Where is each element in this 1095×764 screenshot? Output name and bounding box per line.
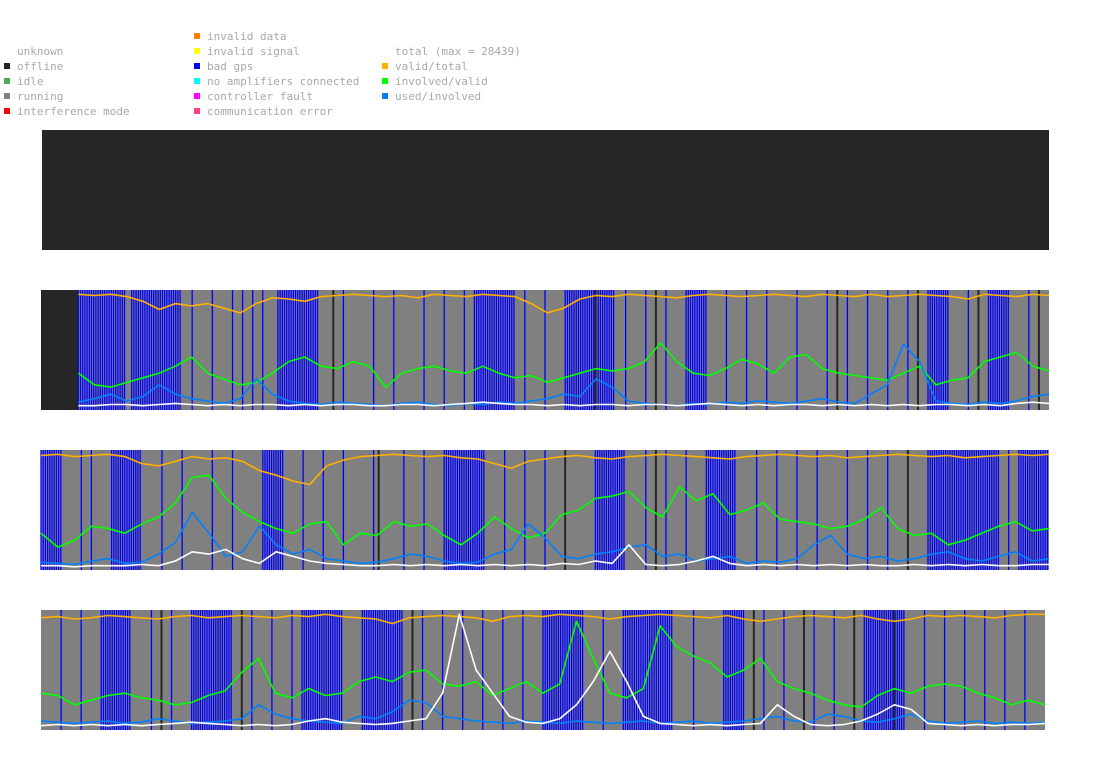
legend-swatch [4,108,10,114]
series-line-involved-valid [40,474,1050,548]
legend-label: valid/total [395,60,468,73]
status-segment-offline [41,290,79,410]
legend-label: running [17,90,64,103]
chart-panel-2 [41,290,1050,410]
legend-item-involved-valid: involved/valid [382,74,488,89]
legend-item-valid-total: valid/total [382,59,468,74]
legend-item-total-max-28439: total (max = 28439) [382,44,521,59]
legend-swatch [382,63,388,69]
legend-item-offline: offline [4,59,63,74]
legend-label: offline [17,60,64,73]
legend-item-no-amplifiers-connected: no amplifiers connected [194,74,359,89]
legend-item-used-involved: used/involved [382,89,481,104]
legend-swatch [194,33,200,39]
legend-swatch [194,93,200,99]
status-segment-offline [42,130,1049,250]
legend-label: communication error [207,105,333,118]
series-line-total [40,613,1046,727]
legend-item-idle: idle [4,74,44,89]
legend-label: bad gps [207,60,254,73]
chart-panel-1 [42,130,1049,250]
legend-label: controller fault [207,90,313,103]
legend-label: interference mode [17,105,130,118]
legend-label: invalid data [207,30,287,43]
legend-swatch [194,78,200,84]
legend-swatch [194,63,200,69]
series-line-total [78,401,1050,407]
legend-label: used/involved [395,90,482,103]
legend-label: no amplifiers connected [207,75,360,88]
legend-item-unknown: unknown [4,44,63,59]
legend-label: total (max = 28439) [395,45,521,58]
legend-label: involved/valid [395,75,488,88]
legend-item-controller-fault: controller fault [194,89,313,104]
series-line-valid-total [78,293,1050,314]
legend-label: invalid signal [207,45,300,58]
legend-item-invalid-data: invalid data [194,29,286,44]
series-line-used-involved [40,511,1050,566]
legend-swatch [4,93,10,99]
series-line-valid-total [40,453,1050,486]
legend-item-running: running [4,89,63,104]
series-line-total [41,544,1049,568]
chart-panel-4 [40,610,1046,730]
series-line-valid-total [40,613,1045,625]
legend-swatch [382,78,388,84]
series-line-involved-valid [40,620,1046,708]
series-line-involved-valid [77,342,1050,388]
legend-swatch [194,108,200,114]
legend-item-bad-gps: bad gps [194,59,253,74]
legend-item-invalid-signal: invalid signal [194,44,300,59]
series-line-used-involved [40,699,1046,725]
legend-swatch [194,48,200,54]
legend-label: unknown [17,45,64,58]
chart-panel-3 [40,450,1050,570]
legend-label: idle [17,75,44,88]
legend-item-interference-mode: interference mode [4,104,130,119]
legend-item-communication-error: communication error [194,104,333,119]
series-line-used-involved [78,343,1050,407]
legend-swatch [4,63,10,69]
legend-swatch [4,78,10,84]
legend-swatch [382,93,388,99]
